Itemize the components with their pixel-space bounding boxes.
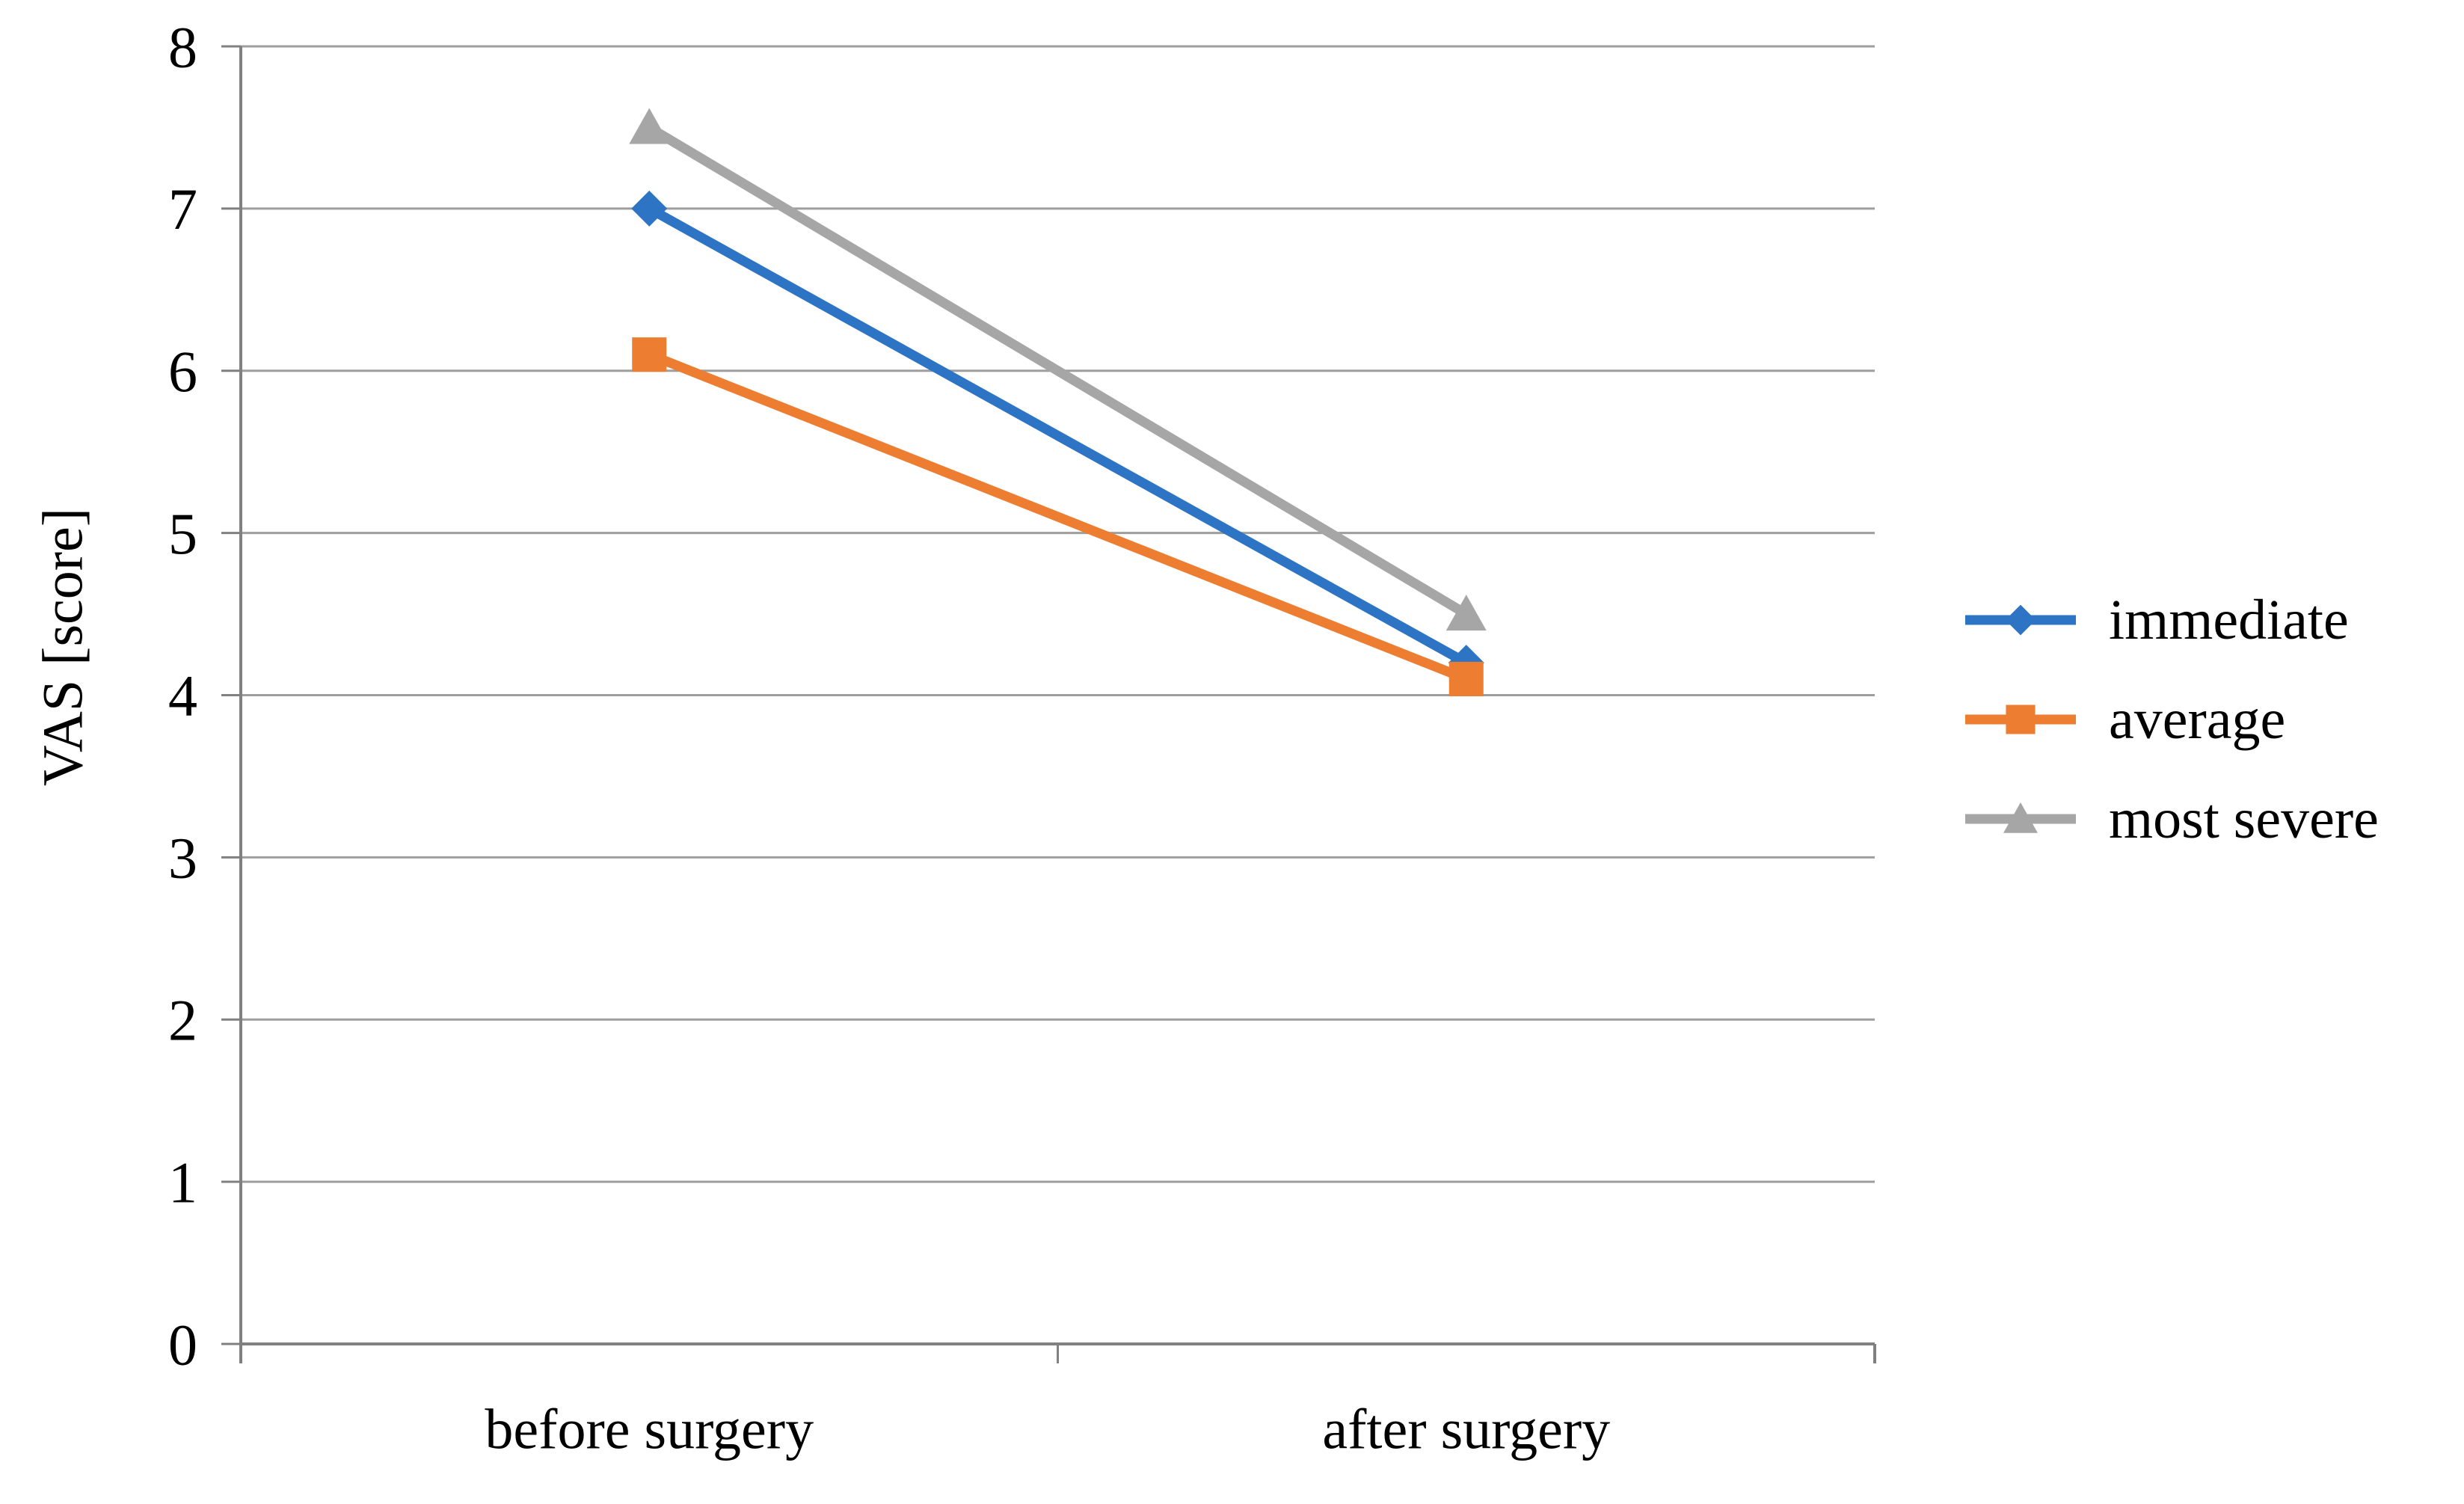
legend-item-most-severe: most severe [1964, 787, 2379, 851]
series-line-immediate [647, 204, 1469, 667]
y-tick-label: 0 [168, 1312, 197, 1377]
x-category-label-before: before surgery [485, 1398, 814, 1461]
y-tick-label: 7 [168, 177, 197, 242]
legend: immediate average most severe [1964, 588, 2379, 851]
y-tick-label: 8 [168, 14, 197, 79]
y-tick-label: 2 [168, 988, 197, 1053]
legend-marker-diamond-icon [1965, 604, 2076, 636]
legend-marker-square-icon [1965, 705, 2076, 734]
legend-label: immediate [2109, 588, 2349, 651]
legend-label: most severe [2109, 787, 2379, 850]
legend-marker-triangle-icon [1965, 802, 2076, 833]
y-tick-label: 3 [168, 826, 197, 891]
series-line-most-severe [646, 123, 1469, 619]
marker-diamond-immediate-0 [631, 190, 668, 227]
legend-label: average [2109, 687, 2286, 751]
legend-item-immediate: immediate [1964, 588, 2379, 652]
marker-square-average-1 [1448, 661, 1484, 696]
y-tick-label: 5 [168, 501, 197, 566]
y-axis-title: VAS [score] [31, 507, 95, 787]
y-tick-label: 6 [168, 339, 197, 404]
series-line-average [647, 350, 1469, 684]
marker-square-average-0 [632, 337, 667, 372]
marker-triangle-most-severe-0 [629, 108, 670, 144]
gridlines: 0 1 2 3 4 5 6 7 8 [168, 14, 1875, 1377]
legend-item-average: average [1964, 687, 2379, 752]
y-tick-label: 1 [168, 1150, 197, 1215]
axes [239, 46, 1876, 1363]
marker-triangle-most-severe-1 [1445, 595, 1487, 631]
y-tick-label: 4 [168, 663, 197, 728]
x-category-label-after: after surgery [1322, 1398, 1611, 1461]
